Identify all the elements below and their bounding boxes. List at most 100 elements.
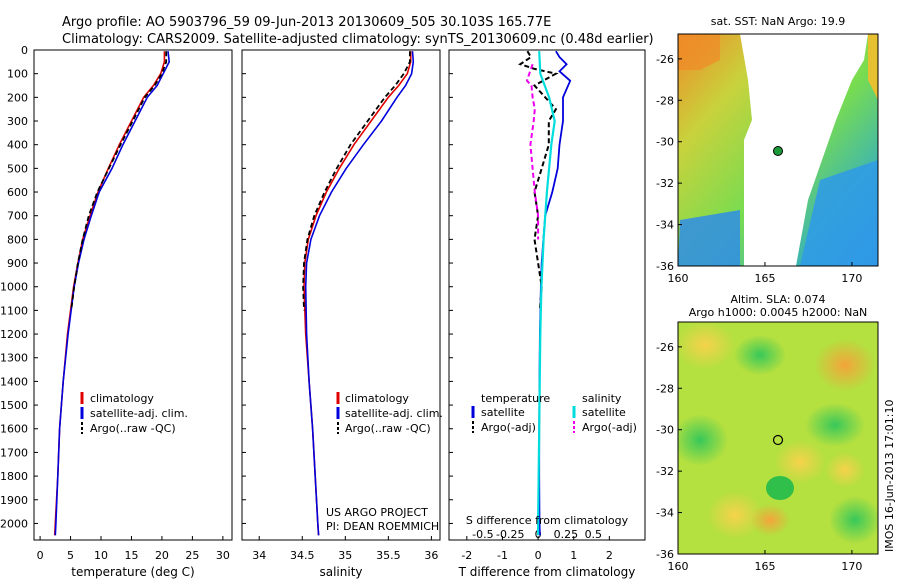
legend-satellite: satellite-adj. clim.: [345, 407, 443, 420]
x-tick-label: 2: [606, 549, 613, 562]
temperature-series: [53, 51, 171, 536]
series-line-climatology: [303, 51, 412, 536]
depth-tick-label: 1200: [0, 328, 28, 341]
difference-legend: temperature salinity satellite Argo(-adj…: [471, 392, 637, 434]
map-y-tick-label: -26: [656, 341, 674, 354]
map-y-tick-label: -28: [656, 382, 674, 395]
project-annotation: US ARGO PROJECT: [326, 506, 428, 519]
x-tick-label: -1: [497, 549, 508, 562]
sla-low-blob: [805, 403, 865, 447]
series-line-s-argo-adj-: [525, 63, 540, 240]
legend-satellite: satellite-adj. clim.: [90, 407, 188, 420]
difference-panel-frame: [448, 49, 646, 541]
depth-tick-label: 800: [7, 233, 28, 246]
map-x-tick-label: 170: [841, 560, 862, 573]
map-x-tick-label: 160: [668, 560, 689, 573]
legend-s-satellite: satellite: [582, 406, 626, 419]
depth-tick-label: 900: [7, 257, 28, 270]
depth-tick-label: 1400: [0, 375, 28, 388]
sla-high-blob: [815, 339, 875, 391]
map-y-tick-label: -32: [656, 177, 674, 190]
sla-argo-marker: [772, 434, 784, 446]
x-tick-label: 20: [155, 549, 169, 562]
x-tick-label: 34: [252, 549, 266, 562]
sla-high-blob: [774, 440, 826, 484]
map-x-tick-label: 160: [668, 272, 689, 285]
x-tick-label: 15: [124, 549, 138, 562]
s-tick-label: -0.25: [496, 528, 524, 541]
x-tick-label: 36: [424, 549, 438, 562]
header-line2: Climatology: CARS2009. Satellite-adjuste…: [62, 32, 654, 47]
sla-high-blob: [678, 322, 735, 369]
series-line-satellite-adj-clim-: [304, 51, 415, 536]
map-x-tick-label: 165: [754, 560, 775, 573]
s-tick-label: 0.5: [585, 528, 603, 541]
depth-tick-label: 500: [7, 162, 28, 175]
map-y-tick-label: -36: [656, 260, 674, 273]
depth-tick-label: 1100: [0, 304, 28, 317]
map-y-tick-label: -36: [656, 548, 674, 561]
sla-low-blob: [829, 496, 878, 544]
x-tick-label: 5: [67, 549, 74, 562]
sla-low-blob: [678, 414, 728, 466]
difference-x-axis: -2 -1 0 1 2: [461, 536, 613, 562]
x-tick-label: 1: [570, 549, 577, 562]
sla-map-title2: Argo h1000: 0.0045 h2000: NaN: [689, 306, 868, 319]
series-line-climatology: [53, 51, 166, 536]
sla-high-blob: [825, 452, 865, 488]
salinity-series: [302, 51, 415, 536]
difference-xlabel: T difference from climatology: [458, 565, 636, 579]
depth-tick-label: 0: [21, 44, 28, 57]
x-tick-label: 30: [216, 549, 230, 562]
depth-axis: 0 100 200 300 400 500 600 700 800 900 1000 1100 1200…: [0, 44, 453, 530]
x-tick-label: -2: [461, 549, 472, 562]
salinity-panel-frame: [241, 49, 441, 541]
depth-tick-label: 2000: [0, 517, 28, 530]
sst-east-warm: [868, 34, 878, 100]
depth-tick-label: 100: [7, 68, 28, 81]
legend-s-argo: Argo(-adj): [582, 421, 637, 434]
map-y-tick-label: -28: [656, 94, 674, 107]
map-y-tick-label: -34: [656, 219, 674, 232]
map-y-tick-label: -26: [656, 53, 674, 66]
legend-climatology: climatology: [90, 392, 154, 405]
sla-map-frame: [677, 321, 879, 555]
depth-tick-label: 1300: [0, 352, 28, 365]
difference-title: S difference from climatology: [466, 514, 629, 527]
legend-t-satellite: satellite: [481, 406, 525, 419]
sst-map-frame: [677, 33, 879, 267]
x-tick-label: 0: [37, 549, 44, 562]
sla-high-blob: [707, 491, 763, 539]
temperature-xlabel: temperature (deg C): [71, 565, 194, 579]
depth-tick-label: 1800: [0, 470, 28, 483]
sla-map-image: [678, 322, 878, 554]
sst-cool-sw: [678, 210, 740, 266]
header-line1: Argo profile: AO 5903796_59 09-Jun-2013 …: [62, 15, 551, 30]
sst-map-axes: 160 165 170 -26 -28 -30 -32 -34 -36: [656, 53, 862, 285]
pi-annotation: PI: DEAN ROEMMICH: [326, 520, 439, 533]
map-y-tick-label: -30: [656, 136, 674, 149]
depth-tick-label: 200: [7, 91, 28, 104]
sst-warm-patch: [678, 34, 720, 70]
depth-tick-label: 1900: [0, 494, 28, 507]
x-tick-label: 34.5: [290, 549, 315, 562]
map-y-tick-label: -34: [656, 507, 674, 520]
legend-climatology: climatology: [345, 392, 409, 405]
x-tick-label: 35.5: [376, 549, 401, 562]
salinity-xlabel: salinity: [319, 565, 362, 579]
series-line-satellite-adj-clim-: [54, 51, 171, 536]
x-tick-label: 35: [338, 549, 352, 562]
depth-tick-label: 400: [7, 139, 28, 152]
salinity-legend: climatology satellite-adj. clim. Argo(..…: [336, 392, 443, 435]
temperature-legend: climatology satellite-adj. clim. Argo(..…: [80, 392, 188, 435]
map-y-tick-label: -32: [656, 465, 674, 478]
x-tick-label: 25: [185, 549, 199, 562]
legend-t-argo: Argo(-adj): [481, 421, 536, 434]
depth-tick-label: 1700: [0, 446, 28, 459]
depth-tick-label: 1500: [0, 399, 28, 412]
sst-map-title: sat. SST: NaN Argo: 19.9: [711, 15, 845, 28]
sst-argo-marker: [773, 146, 783, 156]
sst-cool-se: [800, 160, 878, 266]
sla-low-blob: [734, 335, 786, 375]
